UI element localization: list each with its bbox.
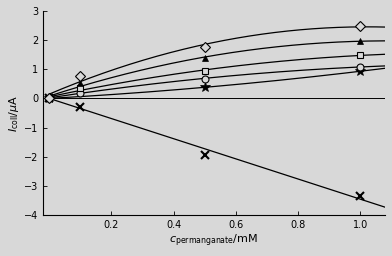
- X-axis label: $c_{\mathrm{permanganate}}$/mM: $c_{\mathrm{permanganate}}$/mM: [169, 233, 259, 249]
- Y-axis label: $I_{\mathrm{coll}}$/$\mu$A: $I_{\mathrm{coll}}$/$\mu$A: [7, 94, 21, 132]
